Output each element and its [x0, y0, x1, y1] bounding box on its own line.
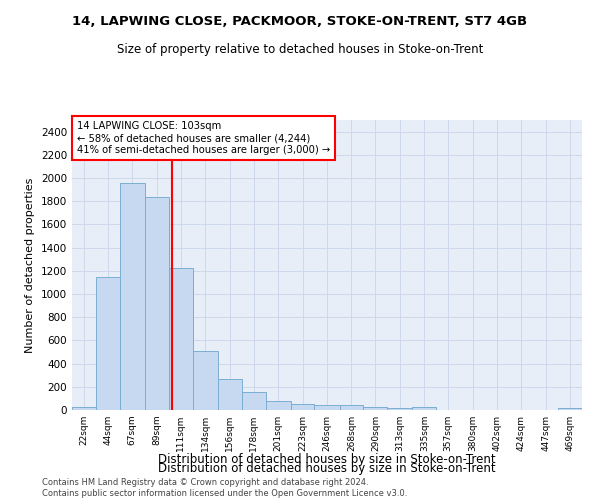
- Y-axis label: Number of detached properties: Number of detached properties: [25, 178, 35, 352]
- Bar: [340, 406, 364, 410]
- Text: 14 LAPWING CLOSE: 103sqm
← 58% of detached houses are smaller (4,244)
41% of sem: 14 LAPWING CLOSE: 103sqm ← 58% of detach…: [77, 122, 331, 154]
- Text: 14, LAPWING CLOSE, PACKMOOR, STOKE-ON-TRENT, ST7 4GB: 14, LAPWING CLOSE, PACKMOOR, STOKE-ON-TR…: [73, 15, 527, 28]
- Bar: [388, 408, 412, 410]
- Text: Distribution of detached houses by size in Stoke-on-Trent: Distribution of detached houses by size …: [158, 452, 496, 466]
- Bar: [364, 408, 388, 410]
- Bar: [145, 196, 169, 410]
- X-axis label: Distribution of detached houses by size in Stoke-on-Trent: Distribution of detached houses by size …: [158, 462, 496, 475]
- Bar: [169, 268, 193, 410]
- Text: Contains HM Land Registry data © Crown copyright and database right 2024.
Contai: Contains HM Land Registry data © Crown c…: [42, 478, 407, 498]
- Bar: [120, 182, 145, 410]
- Bar: [218, 380, 242, 410]
- Bar: [266, 400, 290, 410]
- Bar: [242, 392, 266, 410]
- Bar: [72, 406, 96, 410]
- Text: Size of property relative to detached houses in Stoke-on-Trent: Size of property relative to detached ho…: [117, 42, 483, 56]
- Bar: [314, 405, 340, 410]
- Bar: [290, 404, 314, 410]
- Bar: [96, 276, 120, 410]
- Bar: [412, 408, 436, 410]
- Bar: [193, 351, 218, 410]
- Bar: [558, 408, 582, 410]
